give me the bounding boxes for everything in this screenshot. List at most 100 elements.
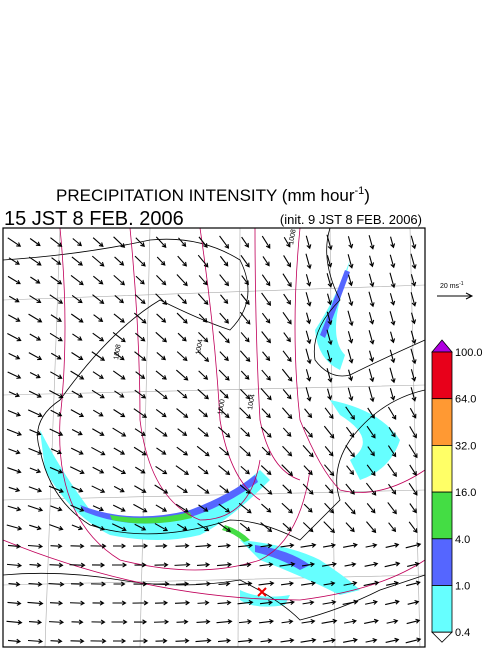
isobar-label: 1004: [195, 339, 205, 356]
wind-vector: [261, 369, 271, 381]
wind-vector: [305, 253, 312, 270]
wind-vector: [218, 369, 230, 381]
wind-vector: [410, 253, 417, 270]
wind-vector: [28, 313, 43, 323]
wind-vector: [388, 483, 397, 495]
wind-vector: [50, 314, 62, 322]
wind-vector: [133, 503, 148, 513]
wind-vector: [240, 370, 250, 380]
colorbar-label: 32.0: [455, 440, 476, 452]
colorbar-label: 16.0: [455, 487, 476, 499]
colorbar-label: 4.0: [455, 534, 470, 546]
wind-vector: [365, 638, 378, 643]
wind-vector: [111, 523, 127, 532]
wind-vector: [261, 503, 272, 513]
wind-vector: [218, 331, 230, 344]
wind-vector: [112, 370, 126, 380]
wind-vector: [387, 463, 397, 478]
wind-vector: [113, 447, 126, 455]
wind-vector: [385, 599, 400, 606]
wind-vector: [176, 408, 189, 419]
wind-vector: [28, 256, 42, 266]
colorbar-bottom: [431, 631, 453, 643]
wind-vector: [29, 238, 41, 247]
wind-vector: [389, 293, 396, 306]
wind-vector: [49, 524, 64, 531]
wind-vector: [197, 600, 210, 606]
wind-vector: [347, 292, 354, 307]
wind-vector: [305, 387, 312, 402]
wind-vector: [279, 561, 296, 567]
wind-vector: [113, 351, 125, 361]
wind-vector: [305, 292, 312, 307]
wind-vector: [29, 371, 41, 379]
wind-vector: [7, 467, 22, 474]
wind-vector: [198, 331, 209, 343]
wind-vector: [8, 486, 21, 493]
wind-vector: [322, 638, 336, 643]
wind-vector: [49, 294, 64, 304]
init-time: (init. 9 JST 8 FEB. 2006): [280, 212, 422, 227]
wind-vector: [49, 389, 64, 399]
wind-vector: [302, 600, 315, 606]
wind-vector: [347, 349, 354, 364]
wind-vector: [410, 292, 417, 307]
wind-vector: [324, 502, 335, 514]
wind-vector: [409, 464, 417, 476]
wind-vector: [93, 275, 104, 285]
wind-vector: [366, 503, 376, 514]
isobar-label: 1004: [247, 394, 257, 411]
wind-vector: [219, 274, 230, 287]
map-background: [3, 228, 425, 647]
wind-vector: [326, 329, 333, 346]
wind-vector: [91, 255, 105, 267]
wind-vector: [259, 562, 274, 568]
wind-vector: [323, 521, 335, 534]
wind-vector: [156, 313, 167, 323]
wind-vector: [409, 407, 417, 419]
wind-vector: [219, 255, 229, 267]
wind-vector: [50, 409, 63, 417]
wind-vector: [113, 409, 126, 418]
wind-vector: [385, 542, 400, 548]
wind-vector: [282, 389, 292, 400]
wind-vector: [134, 485, 147, 493]
wind-vector: [92, 371, 104, 379]
wind-vector: [175, 638, 190, 644]
wind-vector: [241, 236, 249, 248]
wind-vector: [282, 522, 292, 532]
wind-vector: [91, 619, 106, 625]
wind-vector: [347, 331, 354, 344]
wind-vector: [324, 407, 334, 420]
wind-vector: [326, 273, 333, 288]
wind-vector: [49, 562, 64, 568]
wind-vector: [49, 466, 63, 474]
wind-vector: [323, 581, 336, 587]
wind-vector: [262, 351, 271, 362]
wind-vector: [7, 638, 22, 644]
wind-vector: [345, 483, 355, 495]
wind-vector: [258, 580, 275, 586]
wind-vector: [93, 314, 104, 322]
wind-vector: [6, 524, 23, 531]
wind-vector: [70, 447, 84, 455]
wind-vector: [385, 637, 400, 643]
wind-vector: [389, 254, 396, 269]
wind-vector: [345, 406, 355, 421]
wind-vector: [156, 274, 167, 286]
wind-vector: [70, 638, 85, 644]
wind-vector: [197, 427, 209, 437]
wind-vector: [218, 581, 231, 587]
wind-vector: [326, 234, 333, 251]
wind-vector: [368, 368, 375, 383]
wind-vector: [387, 445, 397, 458]
wind-vector: [176, 351, 188, 362]
wind-vector: [7, 409, 21, 417]
wind-vector: [49, 428, 64, 436]
vector-legend-label: 20 ms-1: [440, 281, 464, 290]
wind-vector: [347, 387, 354, 402]
wind-vector: [239, 484, 251, 494]
wind-vector: [50, 352, 62, 360]
wind-vector: [409, 503, 417, 514]
wind-vector: [92, 428, 105, 436]
